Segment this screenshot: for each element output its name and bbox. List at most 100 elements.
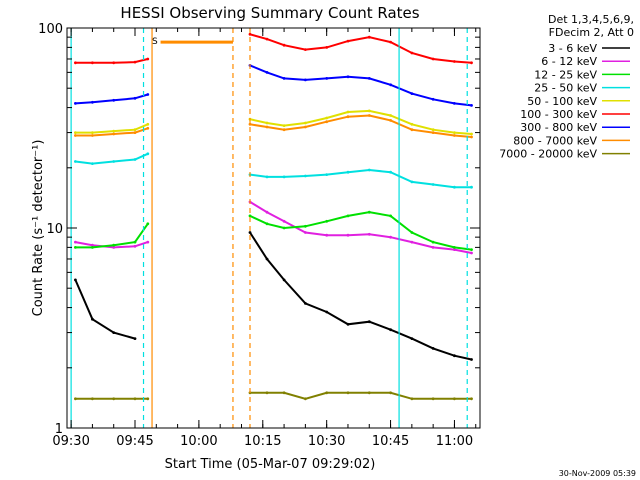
series-6-12-kev-point	[112, 246, 116, 249]
series-50-100-kev-point	[91, 131, 94, 135]
legend-item-7000-20000-kev: 7000 - 20000 keV	[499, 148, 630, 161]
legend-item-100-300-kev: 100 - 300 keV	[520, 108, 630, 121]
footer-date: 30-Nov-2009 05:39	[559, 469, 636, 478]
series-12-25-kev-point	[91, 246, 94, 249]
series-100-300-kev-point	[346, 39, 350, 43]
legend-item-25-50-kev: 25 - 50 keV	[534, 82, 630, 95]
series-800-7000-kev-point	[410, 128, 414, 132]
series-800-7000-kev-point	[389, 119, 392, 122]
series-7000-20000-kev-point	[146, 397, 150, 401]
series-300-800-kev-point	[265, 71, 269, 74]
series-800-7000-kev-point	[146, 126, 150, 130]
x-tick-label: 10:00	[180, 434, 217, 449]
legend-item-300-800-kev: 300 - 800 keV	[520, 121, 630, 134]
series-100-300-kev-point	[282, 43, 286, 47]
series-50-100-kev-point	[410, 122, 414, 126]
series-12-25-kev-point	[265, 222, 269, 226]
series-50-100-kev-point	[325, 116, 329, 120]
series-6-12-kev-point	[91, 243, 94, 247]
series-25-50-kev-point	[74, 160, 77, 163]
series-800-7000-kev-line	[249, 114, 472, 138]
x-tick-label: 10:45	[372, 434, 409, 449]
legend-item-3-6-kev: 3 - 6 keV	[548, 42, 630, 55]
series-12-25-kev-point	[146, 222, 150, 226]
series-300-800-kev	[74, 64, 473, 107]
series-25-50-kev-point	[146, 152, 150, 156]
series-300-800-kev-point	[346, 75, 350, 79]
series-800-7000-kev-point	[367, 114, 371, 117]
series-7000-20000-kev-line	[250, 391, 472, 400]
series-12-25-kev-point	[248, 214, 252, 218]
series-12-25-kev-point	[431, 240, 435, 244]
legend-item-50-100-kev-label: 50 - 100 keV	[527, 95, 597, 108]
series-6-12-kev-point	[325, 233, 329, 237]
series-800-7000-kev-point	[453, 134, 456, 137]
y-tick-label: 100	[38, 22, 63, 37]
series-800-7000-kev	[74, 114, 473, 139]
series-25-50-kev-point	[112, 160, 116, 163]
series-100-300-kev	[74, 32, 473, 65]
series-7000-20000-kev-point	[74, 397, 77, 401]
series-100-300-kev-point	[146, 57, 150, 61]
series-3-6-kev-point	[112, 331, 116, 334]
series-3-6-kev-point	[389, 328, 392, 332]
series-300-800-kev-point	[389, 83, 392, 87]
series-7000-20000-kev-point	[453, 397, 456, 401]
series-3-6-kev-point	[325, 310, 329, 314]
series-100-300-kev-point	[367, 35, 371, 39]
series-3-6-kev-point	[367, 320, 371, 324]
series-7000-20000-kev	[74, 391, 473, 401]
series-3-6-kev-point	[91, 317, 94, 321]
series-3-6-kev-point	[133, 337, 137, 340]
series-3-6-kev	[74, 231, 473, 361]
series-100-300-kev-point	[453, 60, 456, 63]
series-7000-20000-kev-point	[470, 397, 473, 401]
series-800-7000-kev-point	[133, 131, 137, 135]
series-50-100-kev-point	[133, 128, 137, 132]
series-25-50-kev-point	[91, 162, 94, 166]
series-12-25-kev-point	[112, 243, 116, 247]
series-3-6-kev-line	[249, 231, 472, 361]
series-300-800-kev-point	[146, 93, 150, 96]
plot-frame	[66, 27, 481, 429]
series-6-12-kev-point	[74, 240, 77, 244]
series-6-12-kev-point	[146, 240, 150, 244]
series-100-300-kev-point	[304, 48, 307, 51]
series-50-100-kev-line	[249, 109, 472, 135]
chart-title: HESSI Observing Summary Count Rates	[120, 4, 419, 22]
series-100-300-kev-point	[248, 32, 252, 36]
series-3-6-kev-point	[248, 231, 252, 234]
series-50-100-kev-point	[146, 122, 150, 126]
series-3-6-kev-point	[453, 354, 456, 358]
series-800-7000-kev-point	[74, 134, 77, 137]
series-300-800-kev-point	[133, 96, 137, 100]
series-12-25-kev-point	[133, 240, 137, 244]
legend-item-100-300-kev-label: 100 - 300 keV	[520, 108, 597, 121]
series-3-6-kev-point	[282, 278, 286, 282]
series-300-800-kev-point	[304, 78, 307, 82]
series-12-25-kev-point	[389, 214, 392, 218]
series-300-800-kev-point	[112, 98, 116, 102]
series-3-6-kev-point	[410, 337, 414, 340]
legend-item-800-7000-kev: 800 - 7000 keV	[513, 134, 630, 147]
series-100-300-kev-point	[389, 40, 392, 44]
series-50-100-kev-point	[74, 131, 77, 135]
series-25-50-kev-point	[282, 175, 286, 179]
series-12-25-kev-point	[325, 219, 329, 223]
series-800-7000-kev-point	[304, 125, 307, 129]
series-300-800-kev-point	[453, 102, 456, 105]
series-300-800-kev-point	[470, 104, 473, 107]
series-25-50-kev-point	[304, 174, 307, 178]
series-25-50-kev-point	[133, 158, 137, 161]
series-25-50-kev-point	[389, 170, 392, 174]
legend-item-300-800-kev-label: 300 - 800 keV	[520, 121, 597, 134]
series-6-12-kev-point	[367, 232, 371, 236]
series-300-800-kev-line	[249, 64, 472, 107]
y-tick-label: 10	[46, 222, 63, 237]
series-100-300-kev-point	[112, 61, 116, 65]
legend-header-line-2: FDecim 2, Att 0	[549, 26, 634, 39]
series-12-25-kev-point	[74, 246, 77, 249]
series-7000-20000-kev-point	[304, 397, 307, 401]
